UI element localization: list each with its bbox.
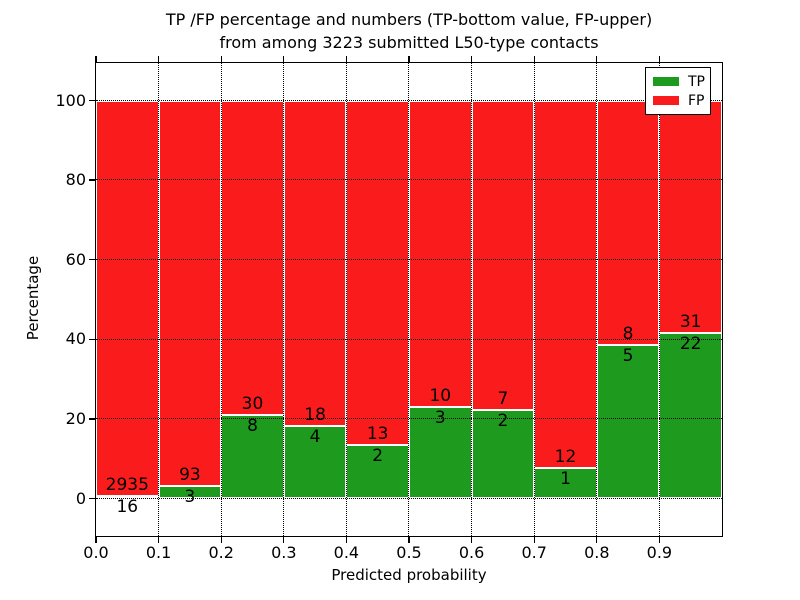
grid-layer bbox=[96, 63, 722, 536]
fp-count-label: 12 bbox=[554, 446, 577, 467]
fp-count-label: 8 bbox=[622, 324, 634, 345]
tp-legend-swatch bbox=[653, 77, 679, 86]
fp-count-label: 30 bbox=[241, 393, 264, 414]
vertical-gridline bbox=[157, 63, 159, 536]
x-tick-mark bbox=[596, 537, 598, 543]
x-tick-label: 0.5 bbox=[396, 543, 422, 562]
tp-count-label: 2 bbox=[372, 446, 384, 467]
tp-count-label: 3 bbox=[434, 407, 446, 428]
y-tick-mark bbox=[89, 418, 95, 420]
tp-bar-segment bbox=[596, 345, 660, 499]
fp-bar-segment bbox=[659, 100, 722, 334]
bar-labels-layer: 2935 16 93 3 30 8 18 4 13 2 10 3 7 2 12 1 8 5 31 22 bbox=[96, 63, 722, 536]
x-tick-label: 0.6 bbox=[458, 543, 485, 562]
x-tick-mark-top bbox=[658, 56, 661, 62]
vertical-gridline bbox=[220, 63, 222, 536]
fp-count-label: 13 bbox=[366, 424, 389, 445]
fp-bar-segment bbox=[158, 100, 222, 487]
y-tick-label: 80 bbox=[65, 170, 86, 190]
fp-legend-swatch bbox=[653, 96, 679, 105]
chart-title: TP /FP percentage and numbers (TP-bottom… bbox=[96, 9, 722, 54]
tp-count-label: 4 bbox=[309, 427, 321, 448]
x-tick-mark-top bbox=[470, 56, 473, 62]
x-tick-mark bbox=[283, 537, 285, 543]
vertical-gridline bbox=[470, 63, 472, 536]
vertical-gridline bbox=[533, 63, 535, 536]
x-tick-label: 0.9 bbox=[646, 543, 673, 562]
x-tick-mark-top bbox=[408, 56, 410, 62]
x-tick-label: 0.0 bbox=[83, 543, 109, 562]
fp-count-label: 18 bbox=[304, 405, 326, 426]
y-tick-label: 40 bbox=[65, 329, 86, 349]
y-tick-mark bbox=[89, 259, 95, 261]
chart-title-line1: TP /FP percentage and numbers (TP-bottom… bbox=[165, 10, 653, 29]
fp-count-label: 31 bbox=[679, 312, 702, 333]
tp-count-label: 8 bbox=[247, 415, 258, 436]
x-tick-mark bbox=[658, 537, 661, 543]
vertical-gridline bbox=[283, 63, 285, 536]
plot-area: 2935 16 93 3 30 8 18 4 13 2 10 3 7 2 12 1 8 5 31 22 TP FP bbox=[95, 62, 723, 537]
legend-label-tp: TP bbox=[688, 73, 705, 90]
fp-bar-segment bbox=[346, 100, 409, 446]
tp-count-label: 5 bbox=[622, 346, 634, 367]
x-tick-mark bbox=[470, 537, 473, 543]
fp-bar-segment bbox=[221, 100, 284, 415]
y-tick-mark bbox=[89, 497, 95, 500]
fp-bar-segment bbox=[471, 100, 535, 411]
legend: TP FP bbox=[645, 67, 711, 115]
legend-label-fp: FP bbox=[688, 92, 705, 109]
x-tick-label: 0.2 bbox=[208, 543, 234, 562]
x-tick-label: 0.1 bbox=[145, 543, 172, 562]
tp-count-label: 1 bbox=[560, 468, 571, 489]
x-tick-mark-top bbox=[220, 56, 222, 62]
y-tick-label: 0 bbox=[75, 488, 86, 508]
vertical-gridline bbox=[596, 63, 598, 536]
x-tick-mark-top bbox=[283, 56, 285, 62]
fp-bar-segment bbox=[96, 100, 159, 497]
legend-item-tp: TP bbox=[653, 73, 710, 90]
y-tick-mark bbox=[89, 338, 95, 340]
tp-count-label: 16 bbox=[116, 497, 139, 518]
vertical-gridline bbox=[408, 63, 410, 536]
y-tick-mark bbox=[89, 179, 95, 181]
x-axis-label: Predicted probability bbox=[331, 566, 487, 584]
x-tick-mark-top bbox=[157, 56, 160, 62]
tp-count-label: 22 bbox=[679, 334, 702, 355]
x-tick-label: 0.7 bbox=[521, 543, 547, 562]
x-tick-mark-top bbox=[345, 56, 348, 62]
y-tick-label: 60 bbox=[65, 249, 86, 269]
fp-count-label: 7 bbox=[497, 389, 509, 410]
vertical-gridline bbox=[345, 63, 347, 536]
x-tick-mark bbox=[220, 537, 222, 543]
legend-item-fp: FP bbox=[653, 92, 710, 109]
y-tick-label: 20 bbox=[65, 408, 86, 428]
fp-bar-segment bbox=[283, 100, 347, 427]
x-tick-mark-top bbox=[596, 56, 598, 62]
x-tick-mark bbox=[95, 537, 97, 543]
x-tick-label: 0.4 bbox=[333, 543, 360, 562]
x-tick-mark-top bbox=[533, 56, 535, 62]
tp-count-label: 3 bbox=[184, 487, 196, 508]
fp-count-label: 93 bbox=[179, 465, 201, 486]
x-tick-mark bbox=[157, 537, 160, 543]
chart-title-line2: from among 3223 submitted L50-type conta… bbox=[219, 32, 599, 52]
x-tick-mark bbox=[345, 537, 348, 543]
tp-bar-segment bbox=[409, 406, 472, 499]
tp-bar-segment bbox=[659, 333, 722, 499]
x-tick-mark bbox=[408, 537, 410, 543]
fp-count-label: 2935 bbox=[105, 475, 149, 496]
x-tick-label: 0.3 bbox=[271, 543, 297, 562]
y-tick-label: 100 bbox=[55, 90, 86, 110]
tp-count-label: 2 bbox=[497, 411, 509, 432]
fp-count-label: 10 bbox=[429, 385, 452, 406]
x-tick-mark bbox=[533, 537, 535, 543]
x-tick-label: 0.8 bbox=[584, 543, 610, 562]
x-tick-mark-top bbox=[95, 56, 97, 62]
vertical-gridline bbox=[658, 63, 660, 536]
y-tick-mark bbox=[89, 99, 95, 102]
